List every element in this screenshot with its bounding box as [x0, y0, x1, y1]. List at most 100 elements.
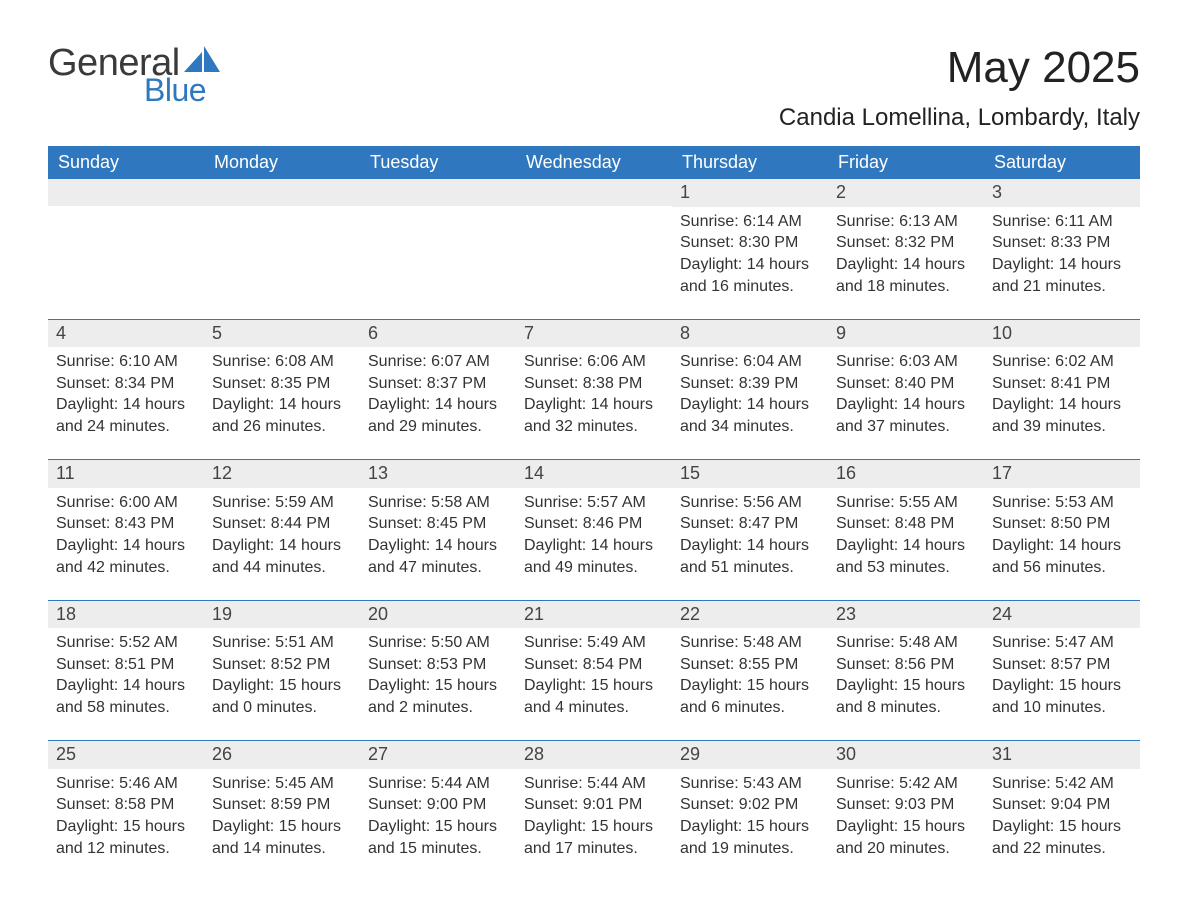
daylight-line1: Daylight: 15 hours	[524, 816, 664, 838]
daylight-line1: Daylight: 14 hours	[368, 535, 508, 557]
day-body: Sunrise: 5:43 AMSunset: 9:02 PMDaylight:…	[672, 769, 828, 867]
daylight-line1: Daylight: 14 hours	[992, 535, 1132, 557]
sunset-text: Sunset: 8:30 PM	[680, 232, 820, 254]
calendar-cell: 10Sunrise: 6:02 AMSunset: 8:41 PMDayligh…	[984, 320, 1140, 460]
day-header: Sunday	[48, 146, 204, 179]
day-body: Sunrise: 5:44 AMSunset: 9:01 PMDaylight:…	[516, 769, 672, 867]
daylight-line2: and 47 minutes.	[368, 557, 508, 579]
sunrise-text: Sunrise: 5:49 AM	[524, 632, 664, 654]
daylight-line1: Daylight: 14 hours	[680, 394, 820, 416]
calendar-cell	[204, 179, 360, 319]
day-number: 8	[672, 320, 828, 347]
calendar-body: 1Sunrise: 6:14 AMSunset: 8:30 PMDaylight…	[48, 179, 1140, 881]
daylight-line1: Daylight: 15 hours	[992, 816, 1132, 838]
calendar-cell: 7Sunrise: 6:06 AMSunset: 8:38 PMDaylight…	[516, 320, 672, 460]
day-body: Sunrise: 5:59 AMSunset: 8:44 PMDaylight:…	[204, 488, 360, 586]
calendar-cell: 16Sunrise: 5:55 AMSunset: 8:48 PMDayligh…	[828, 460, 984, 600]
sunrise-text: Sunrise: 6:08 AM	[212, 351, 352, 373]
calendar-cell: 18Sunrise: 5:52 AMSunset: 8:51 PMDayligh…	[48, 601, 204, 741]
daylight-line1: Daylight: 14 hours	[524, 394, 664, 416]
daylight-line1: Daylight: 14 hours	[56, 535, 196, 557]
sunrise-text: Sunrise: 6:10 AM	[56, 351, 196, 373]
day-body: Sunrise: 5:55 AMSunset: 8:48 PMDaylight:…	[828, 488, 984, 586]
day-body: Sunrise: 5:50 AMSunset: 8:53 PMDaylight:…	[360, 628, 516, 726]
daylight-line1: Daylight: 15 hours	[212, 816, 352, 838]
sunrise-text: Sunrise: 5:52 AM	[56, 632, 196, 654]
daylight-line1: Daylight: 14 hours	[368, 394, 508, 416]
day-body: Sunrise: 5:45 AMSunset: 8:59 PMDaylight:…	[204, 769, 360, 867]
calendar-cell: 2Sunrise: 6:13 AMSunset: 8:32 PMDaylight…	[828, 179, 984, 319]
sunrise-text: Sunrise: 5:51 AM	[212, 632, 352, 654]
day-body: Sunrise: 6:10 AMSunset: 8:34 PMDaylight:…	[48, 347, 204, 445]
daylight-line1: Daylight: 15 hours	[56, 816, 196, 838]
calendar-cell	[48, 179, 204, 319]
sunset-text: Sunset: 8:51 PM	[56, 654, 196, 676]
sunset-text: Sunset: 8:37 PM	[368, 373, 508, 395]
brand-logo: General Blue	[48, 44, 220, 106]
day-body: Sunrise: 5:53 AMSunset: 8:50 PMDaylight:…	[984, 488, 1140, 586]
daylight-line2: and 24 minutes.	[56, 416, 196, 438]
daylight-line2: and 8 minutes.	[836, 697, 976, 719]
day-header: Monday	[204, 146, 360, 179]
sunset-text: Sunset: 8:40 PM	[836, 373, 976, 395]
daylight-line1: Daylight: 15 hours	[212, 675, 352, 697]
daylight-line1: Daylight: 14 hours	[992, 394, 1132, 416]
day-body: Sunrise: 6:04 AMSunset: 8:39 PMDaylight:…	[672, 347, 828, 445]
page-title: May 2025	[779, 44, 1140, 92]
sunset-text: Sunset: 8:46 PM	[524, 513, 664, 535]
day-body: Sunrise: 5:57 AMSunset: 8:46 PMDaylight:…	[516, 488, 672, 586]
day-body: Sunrise: 5:46 AMSunset: 8:58 PMDaylight:…	[48, 769, 204, 867]
sunset-text: Sunset: 8:58 PM	[56, 794, 196, 816]
daylight-line1: Daylight: 14 hours	[680, 254, 820, 276]
daylight-line2: and 19 minutes.	[680, 838, 820, 860]
day-body: Sunrise: 6:08 AMSunset: 8:35 PMDaylight:…	[204, 347, 360, 445]
daylight-line1: Daylight: 14 hours	[56, 675, 196, 697]
calendar-cell: 30Sunrise: 5:42 AMSunset: 9:03 PMDayligh…	[828, 741, 984, 881]
daylight-line2: and 20 minutes.	[836, 838, 976, 860]
daylight-line2: and 39 minutes.	[992, 416, 1132, 438]
calendar-cell: 11Sunrise: 6:00 AMSunset: 8:43 PMDayligh…	[48, 460, 204, 600]
day-body: Sunrise: 5:52 AMSunset: 8:51 PMDaylight:…	[48, 628, 204, 726]
day-number: 29	[672, 741, 828, 768]
day-header-row: SundayMondayTuesdayWednesdayThursdayFrid…	[48, 146, 1140, 179]
day-number: 9	[828, 320, 984, 347]
day-body: Sunrise: 5:47 AMSunset: 8:57 PMDaylight:…	[984, 628, 1140, 726]
day-header: Tuesday	[360, 146, 516, 179]
sunrise-text: Sunrise: 6:00 AM	[56, 492, 196, 514]
daylight-line2: and 49 minutes.	[524, 557, 664, 579]
calendar-cell: 13Sunrise: 5:58 AMSunset: 8:45 PMDayligh…	[360, 460, 516, 600]
day-number: 23	[828, 601, 984, 628]
day-number: 3	[984, 179, 1140, 206]
calendar-week: 4Sunrise: 6:10 AMSunset: 8:34 PMDaylight…	[48, 320, 1140, 460]
day-body: Sunrise: 5:48 AMSunset: 8:56 PMDaylight:…	[828, 628, 984, 726]
day-number: 2	[828, 179, 984, 206]
daylight-line1: Daylight: 14 hours	[56, 394, 196, 416]
daylight-line2: and 29 minutes.	[368, 416, 508, 438]
daylight-line2: and 4 minutes.	[524, 697, 664, 719]
sunrise-text: Sunrise: 5:48 AM	[680, 632, 820, 654]
sunset-text: Sunset: 8:39 PM	[680, 373, 820, 395]
calendar-table: SundayMondayTuesdayWednesdayThursdayFrid…	[48, 146, 1140, 881]
sunset-text: Sunset: 9:00 PM	[368, 794, 508, 816]
sunset-text: Sunset: 8:57 PM	[992, 654, 1132, 676]
day-number: 27	[360, 741, 516, 768]
daylight-line1: Daylight: 14 hours	[836, 254, 976, 276]
day-number: 25	[48, 741, 204, 768]
daylight-line1: Daylight: 15 hours	[368, 675, 508, 697]
daylight-line2: and 56 minutes.	[992, 557, 1132, 579]
daylight-line2: and 10 minutes.	[992, 697, 1132, 719]
empty-daynum	[516, 179, 672, 206]
day-body: Sunrise: 5:51 AMSunset: 8:52 PMDaylight:…	[204, 628, 360, 726]
calendar-cell	[516, 179, 672, 319]
calendar-cell: 21Sunrise: 5:49 AMSunset: 8:54 PMDayligh…	[516, 601, 672, 741]
calendar-cell: 27Sunrise: 5:44 AMSunset: 9:00 PMDayligh…	[360, 741, 516, 881]
daylight-line1: Daylight: 15 hours	[680, 675, 820, 697]
sunrise-text: Sunrise: 5:58 AM	[368, 492, 508, 514]
day-number: 26	[204, 741, 360, 768]
daylight-line2: and 17 minutes.	[524, 838, 664, 860]
day-number: 30	[828, 741, 984, 768]
daylight-line1: Daylight: 14 hours	[836, 535, 976, 557]
sunset-text: Sunset: 9:04 PM	[992, 794, 1132, 816]
day-number: 21	[516, 601, 672, 628]
daylight-line2: and 18 minutes.	[836, 276, 976, 298]
